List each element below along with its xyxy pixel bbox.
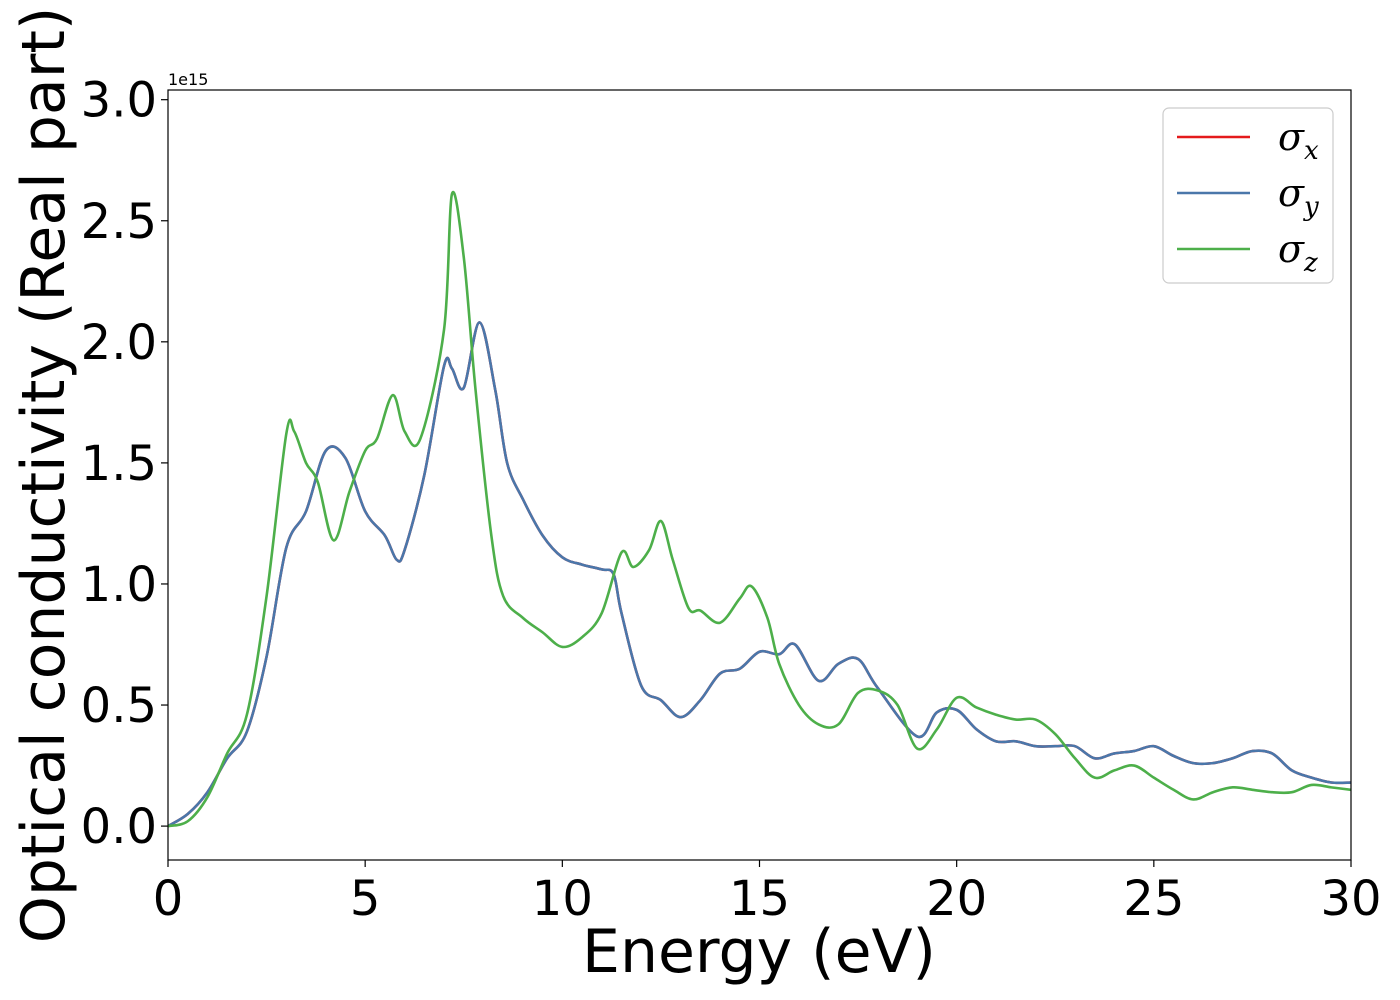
x-tick-label: 0 (153, 871, 184, 927)
y-tick-label: 1.0 (81, 557, 157, 613)
y-tick-label: 3.0 (81, 73, 157, 129)
y-axis-offset-text: 1e15 (168, 70, 208, 89)
x-tick-label: 10 (532, 871, 593, 927)
y-tick-label: 2.0 (81, 315, 157, 371)
y-tick-label: 1.5 (81, 436, 157, 492)
y-tick-label: 2.5 (81, 194, 157, 250)
y-tick-label: 0.5 (81, 678, 157, 734)
x-tick-label: 25 (1123, 871, 1184, 927)
plot-lines (168, 190, 1351, 828)
x-tick-label: 30 (1320, 871, 1381, 927)
y-tick-label: 0.0 (81, 799, 157, 855)
x-axis-label: Energy (eV) (582, 917, 936, 987)
y-axis-ticks: 0.0 0.5 1.0 1.5 2.0 2.5 3.0 (81, 73, 168, 855)
x-axis-ticks: 0 5 10 15 20 25 30 (153, 860, 1382, 927)
x-tick-label: 20 (926, 871, 987, 927)
x-tick-label: 15 (729, 871, 790, 927)
x-tick-label: 5 (350, 871, 381, 927)
y-axis-label: Optical conductivity (Real part) (9, 7, 79, 944)
legend-box (1162, 107, 1334, 284)
series-line-z (168, 190, 1351, 828)
series-line-y (168, 321, 1351, 828)
